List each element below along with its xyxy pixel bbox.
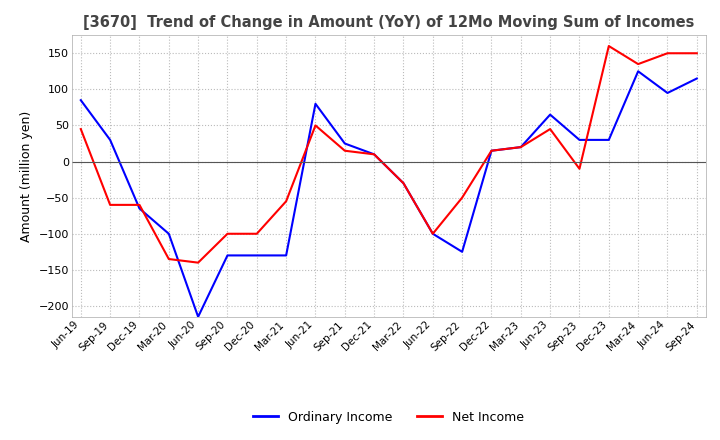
Net Income (135, 202, 144, 208)
Ordinary Income (164, 231, 173, 236)
Ordinary Income (106, 137, 114, 143)
Ordinary Income (370, 152, 379, 157)
Ordinary Income (516, 144, 525, 150)
Ordinary Income (575, 137, 584, 143)
Ordinary Income (311, 101, 320, 106)
Net Income (663, 51, 672, 56)
Net Income (458, 195, 467, 200)
Ordinary Income (135, 206, 144, 211)
Net Income (194, 260, 202, 265)
Ordinary Income (253, 253, 261, 258)
Ordinary Income (76, 98, 85, 103)
Ordinary Income (634, 69, 642, 74)
Net Income (693, 51, 701, 56)
Ordinary Income (282, 253, 290, 258)
Net Income (106, 202, 114, 208)
Net Income (164, 257, 173, 262)
Legend: Ordinary Income, Net Income: Ordinary Income, Net Income (248, 406, 529, 429)
Line: Net Income: Net Income (81, 46, 697, 263)
Net Income (546, 126, 554, 132)
Ordinary Income (663, 90, 672, 95)
Ordinary Income (546, 112, 554, 117)
Net Income (76, 126, 85, 132)
Net Income (487, 148, 496, 154)
Ordinary Income (693, 76, 701, 81)
Line: Ordinary Income: Ordinary Income (81, 71, 697, 317)
Ordinary Income (428, 231, 437, 236)
Ordinary Income (223, 253, 232, 258)
Y-axis label: Amount (million yen): Amount (million yen) (20, 110, 33, 242)
Net Income (370, 152, 379, 157)
Ordinary Income (458, 249, 467, 254)
Net Income (634, 62, 642, 67)
Net Income (341, 148, 349, 154)
Net Income (223, 231, 232, 236)
Ordinary Income (605, 137, 613, 143)
Net Income (311, 123, 320, 128)
Net Income (399, 180, 408, 186)
Ordinary Income (399, 180, 408, 186)
Net Income (282, 198, 290, 204)
Title: [3670]  Trend of Change in Amount (YoY) of 12Mo Moving Sum of Incomes: [3670] Trend of Change in Amount (YoY) o… (83, 15, 695, 30)
Ordinary Income (487, 148, 496, 154)
Ordinary Income (194, 314, 202, 319)
Ordinary Income (341, 141, 349, 146)
Net Income (575, 166, 584, 172)
Net Income (428, 231, 437, 236)
Net Income (253, 231, 261, 236)
Net Income (605, 44, 613, 49)
Net Income (516, 144, 525, 150)
